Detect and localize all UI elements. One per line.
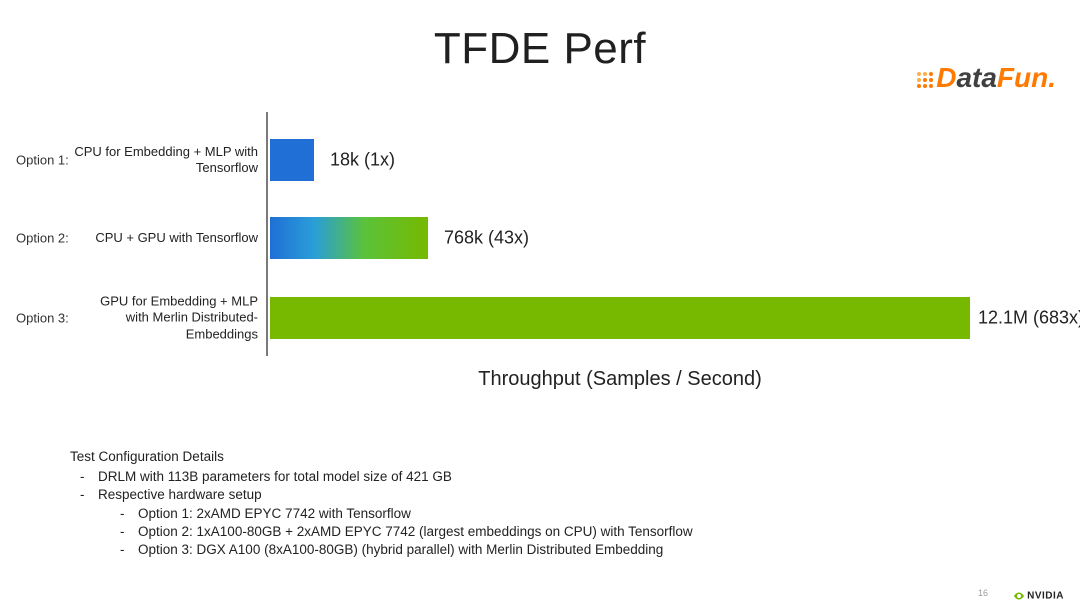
- bar-track: 18k (1x): [270, 139, 970, 181]
- nvidia-text: NVIDIA: [1027, 591, 1064, 602]
- bar-track: 12.1M (683x): [270, 297, 970, 339]
- test-config-details: Test Configuration Details DRLM with 113…: [70, 448, 693, 559]
- details-subitem: Option 1: 2xAMD EPYC 7742 with Tensorflo…: [138, 505, 693, 523]
- nvidia-eye-icon: [1013, 590, 1025, 602]
- chart-row: Option 3: GPU for Embedding + MLP with M…: [0, 288, 1080, 348]
- slide: TFDE Perf DataFun. Option 1: CPU for Emb…: [0, 0, 1080, 608]
- bar-value-label: 18k (1x): [330, 150, 395, 171]
- bar: [270, 139, 314, 181]
- datafun-logo: DataFun.: [916, 62, 1056, 96]
- datafun-dots-icon: [916, 64, 934, 96]
- bar-value-label: 768k (43x): [444, 228, 529, 249]
- bar: [270, 217, 428, 259]
- x-axis-title: Throughput (Samples / Second): [270, 368, 970, 391]
- series-label: CPU for Embedding + MLP with Tensorflow: [74, 144, 258, 177]
- series-label: CPU + GPU with Tensorflow: [74, 230, 258, 246]
- page-number: 16: [978, 588, 988, 598]
- details-heading: Test Configuration Details: [70, 448, 693, 466]
- option-label: Option 2:: [0, 231, 72, 246]
- datafun-letter: .: [1048, 62, 1056, 93]
- datafun-letter: ata: [956, 62, 996, 93]
- chart-row: Option 2: CPU + GPU with Tensorflow 768k…: [0, 208, 1080, 268]
- series-label: GPU for Embedding + MLP with Merlin Dist…: [74, 294, 258, 343]
- option-label: Option 3:: [0, 311, 72, 326]
- details-subitem: Option 2: 1xA100-80GB + 2xAMD EPYC 7742 …: [138, 523, 693, 541]
- details-item: DRLM with 113B parameters for total mode…: [98, 468, 693, 486]
- bar-track: 768k (43x): [270, 217, 970, 259]
- details-item: Respective hardware setup: [98, 486, 693, 504]
- bar: [270, 297, 970, 339]
- datafun-letter: D: [936, 62, 956, 93]
- chart-row: Option 1: CPU for Embedding + MLP with T…: [0, 130, 1080, 190]
- throughput-chart: Option 1: CPU for Embedding + MLP with T…: [0, 112, 1080, 392]
- option-label: Option 1:: [0, 153, 72, 168]
- datafun-letter: Fun: [997, 62, 1048, 93]
- bar-value-label: 12.1M (683x): [978, 308, 1080, 329]
- nvidia-logo: NVIDIA: [1013, 590, 1064, 602]
- details-subitem: Option 3: DGX A100 (8xA100-80GB) (hybrid…: [138, 541, 693, 559]
